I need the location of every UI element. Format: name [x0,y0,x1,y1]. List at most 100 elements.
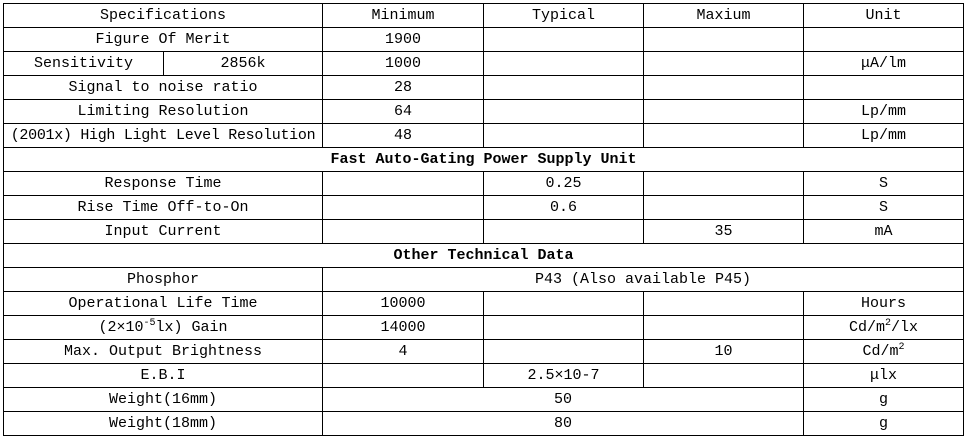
section-row: Other Technical Data [3,243,964,268]
spec-name: Sensitivity [3,51,164,76]
name-part: lx) Gain [155,319,228,336]
header-unit: Unit [803,3,964,28]
spec-name: Signal to noise ratio [3,75,323,100]
table-row: Operational Life Time 10000 Hours [3,291,964,316]
unit-value: μlx [803,363,964,388]
unit-value: S [803,195,964,220]
unit-value: Hours [803,291,964,316]
max-value [643,291,804,316]
unit-exponent: 2 [898,342,905,353]
spec-name: Response Time [3,171,323,196]
spec-name: (2×10-5lx) Gain [3,315,323,340]
table-row: Phosphor P43 (Also available P45) [3,267,964,292]
unit-part: Cd/m [848,319,885,336]
typ-value [483,315,644,340]
table-row: Max. Output Brightness 4 10 Cd/m2 [3,339,964,364]
table-row: Figure Of Merit 1900 [3,27,964,52]
min-value: 1900 [322,27,484,52]
max-value [643,171,804,196]
weight-value: 50 [322,387,804,412]
unit-value: Cd/m2 [803,339,964,364]
table-row: Response Time 0.25 S [3,171,964,196]
specifications-table: Specifications Minimum Typical Maxium Un… [3,3,964,436]
name-part: (2×10 [98,319,144,336]
spec-name: Phosphor [3,267,323,292]
unit-value: g [803,387,964,412]
min-value: 14000 [322,315,484,340]
typ-value [483,27,644,52]
unit-value: Cd/m2/lx [803,315,964,340]
typ-value [483,339,644,364]
unit-value [803,75,964,100]
spec-name: Weight(18mm) [3,411,323,436]
min-value [322,195,484,220]
header-minimum: Minimum [322,3,484,28]
spec-name: Rise Time Off-to-On [3,195,323,220]
table-row: Input Current 35 mA [3,219,964,244]
table-row: Signal to noise ratio 28 [3,75,964,100]
typ-value: 0.25 [483,171,644,196]
typ-value [483,75,644,100]
typ-value [483,291,644,316]
unit-part: Cd/m [862,343,899,360]
unit-value: μA/lm [803,51,964,76]
name-exponent: -5 [143,318,156,329]
unit-value: mA [803,219,964,244]
max-value: 35 [643,219,804,244]
max-value [643,99,804,124]
min-value [322,219,484,244]
min-value: 48 [322,123,484,148]
min-value [322,171,484,196]
spec-name: Input Current [3,219,323,244]
min-value: 64 [322,99,484,124]
header-row: Specifications Minimum Typical Maxium Un… [3,3,964,28]
spec-name: Weight(16mm) [3,387,323,412]
header-typical: Typical [483,3,644,28]
spec-name: E.B.I [3,363,323,388]
typ-value [483,219,644,244]
unit-exponent: 2 [884,318,891,329]
unit-value: S [803,171,964,196]
weight-value: 80 [322,411,804,436]
min-value [322,363,484,388]
max-value [643,315,804,340]
min-value: 4 [322,339,484,364]
typ-value: 2.5×10-7 [483,363,644,388]
section-title-other: Other Technical Data [3,243,964,268]
min-value: 10000 [322,291,484,316]
table-row: (2001x) High Light Level Resolution 48 L… [3,123,964,148]
header-maximum: Maxium [643,3,804,28]
spec-name: Figure Of Merit [3,27,323,52]
spec-name: (2001x) High Light Level Resolution [3,123,323,148]
spec-name: Max. Output Brightness [3,339,323,364]
header-specifications: Specifications [3,3,323,28]
typ-value [483,51,644,76]
unit-value: g [803,411,964,436]
typ-value [483,123,644,148]
spec-subcondition: 2856k [163,51,323,76]
max-value [643,363,804,388]
unit-part: /lx [891,319,919,336]
section-title-power: Fast Auto-Gating Power Supply Unit [3,147,964,172]
min-value: 1000 [322,51,484,76]
table-row: Rise Time Off-to-On 0.6 S [3,195,964,220]
spec-name: Operational Life Time [3,291,323,316]
section-row: Fast Auto-Gating Power Supply Unit [3,147,964,172]
unit-value [803,27,964,52]
min-value: 28 [322,75,484,100]
table-row: E.B.I 2.5×10-7 μlx [3,363,964,388]
spec-name: Limiting Resolution [3,99,323,124]
max-value: 10 [643,339,804,364]
table-row: Weight(18mm) 80 g [3,411,964,436]
max-value [643,27,804,52]
max-value [643,123,804,148]
table-row: (2×10-5lx) Gain 14000 Cd/m2/lx [3,315,964,340]
unit-value: Lp/mm [803,99,964,124]
table-row: Sensitivity 2856k 1000 μA/lm [3,51,964,76]
typ-value [483,99,644,124]
max-value [643,51,804,76]
max-value [643,75,804,100]
table-row: Limiting Resolution 64 Lp/mm [3,99,964,124]
typ-value: 0.6 [483,195,644,220]
table-row: Weight(16mm) 50 g [3,387,964,412]
